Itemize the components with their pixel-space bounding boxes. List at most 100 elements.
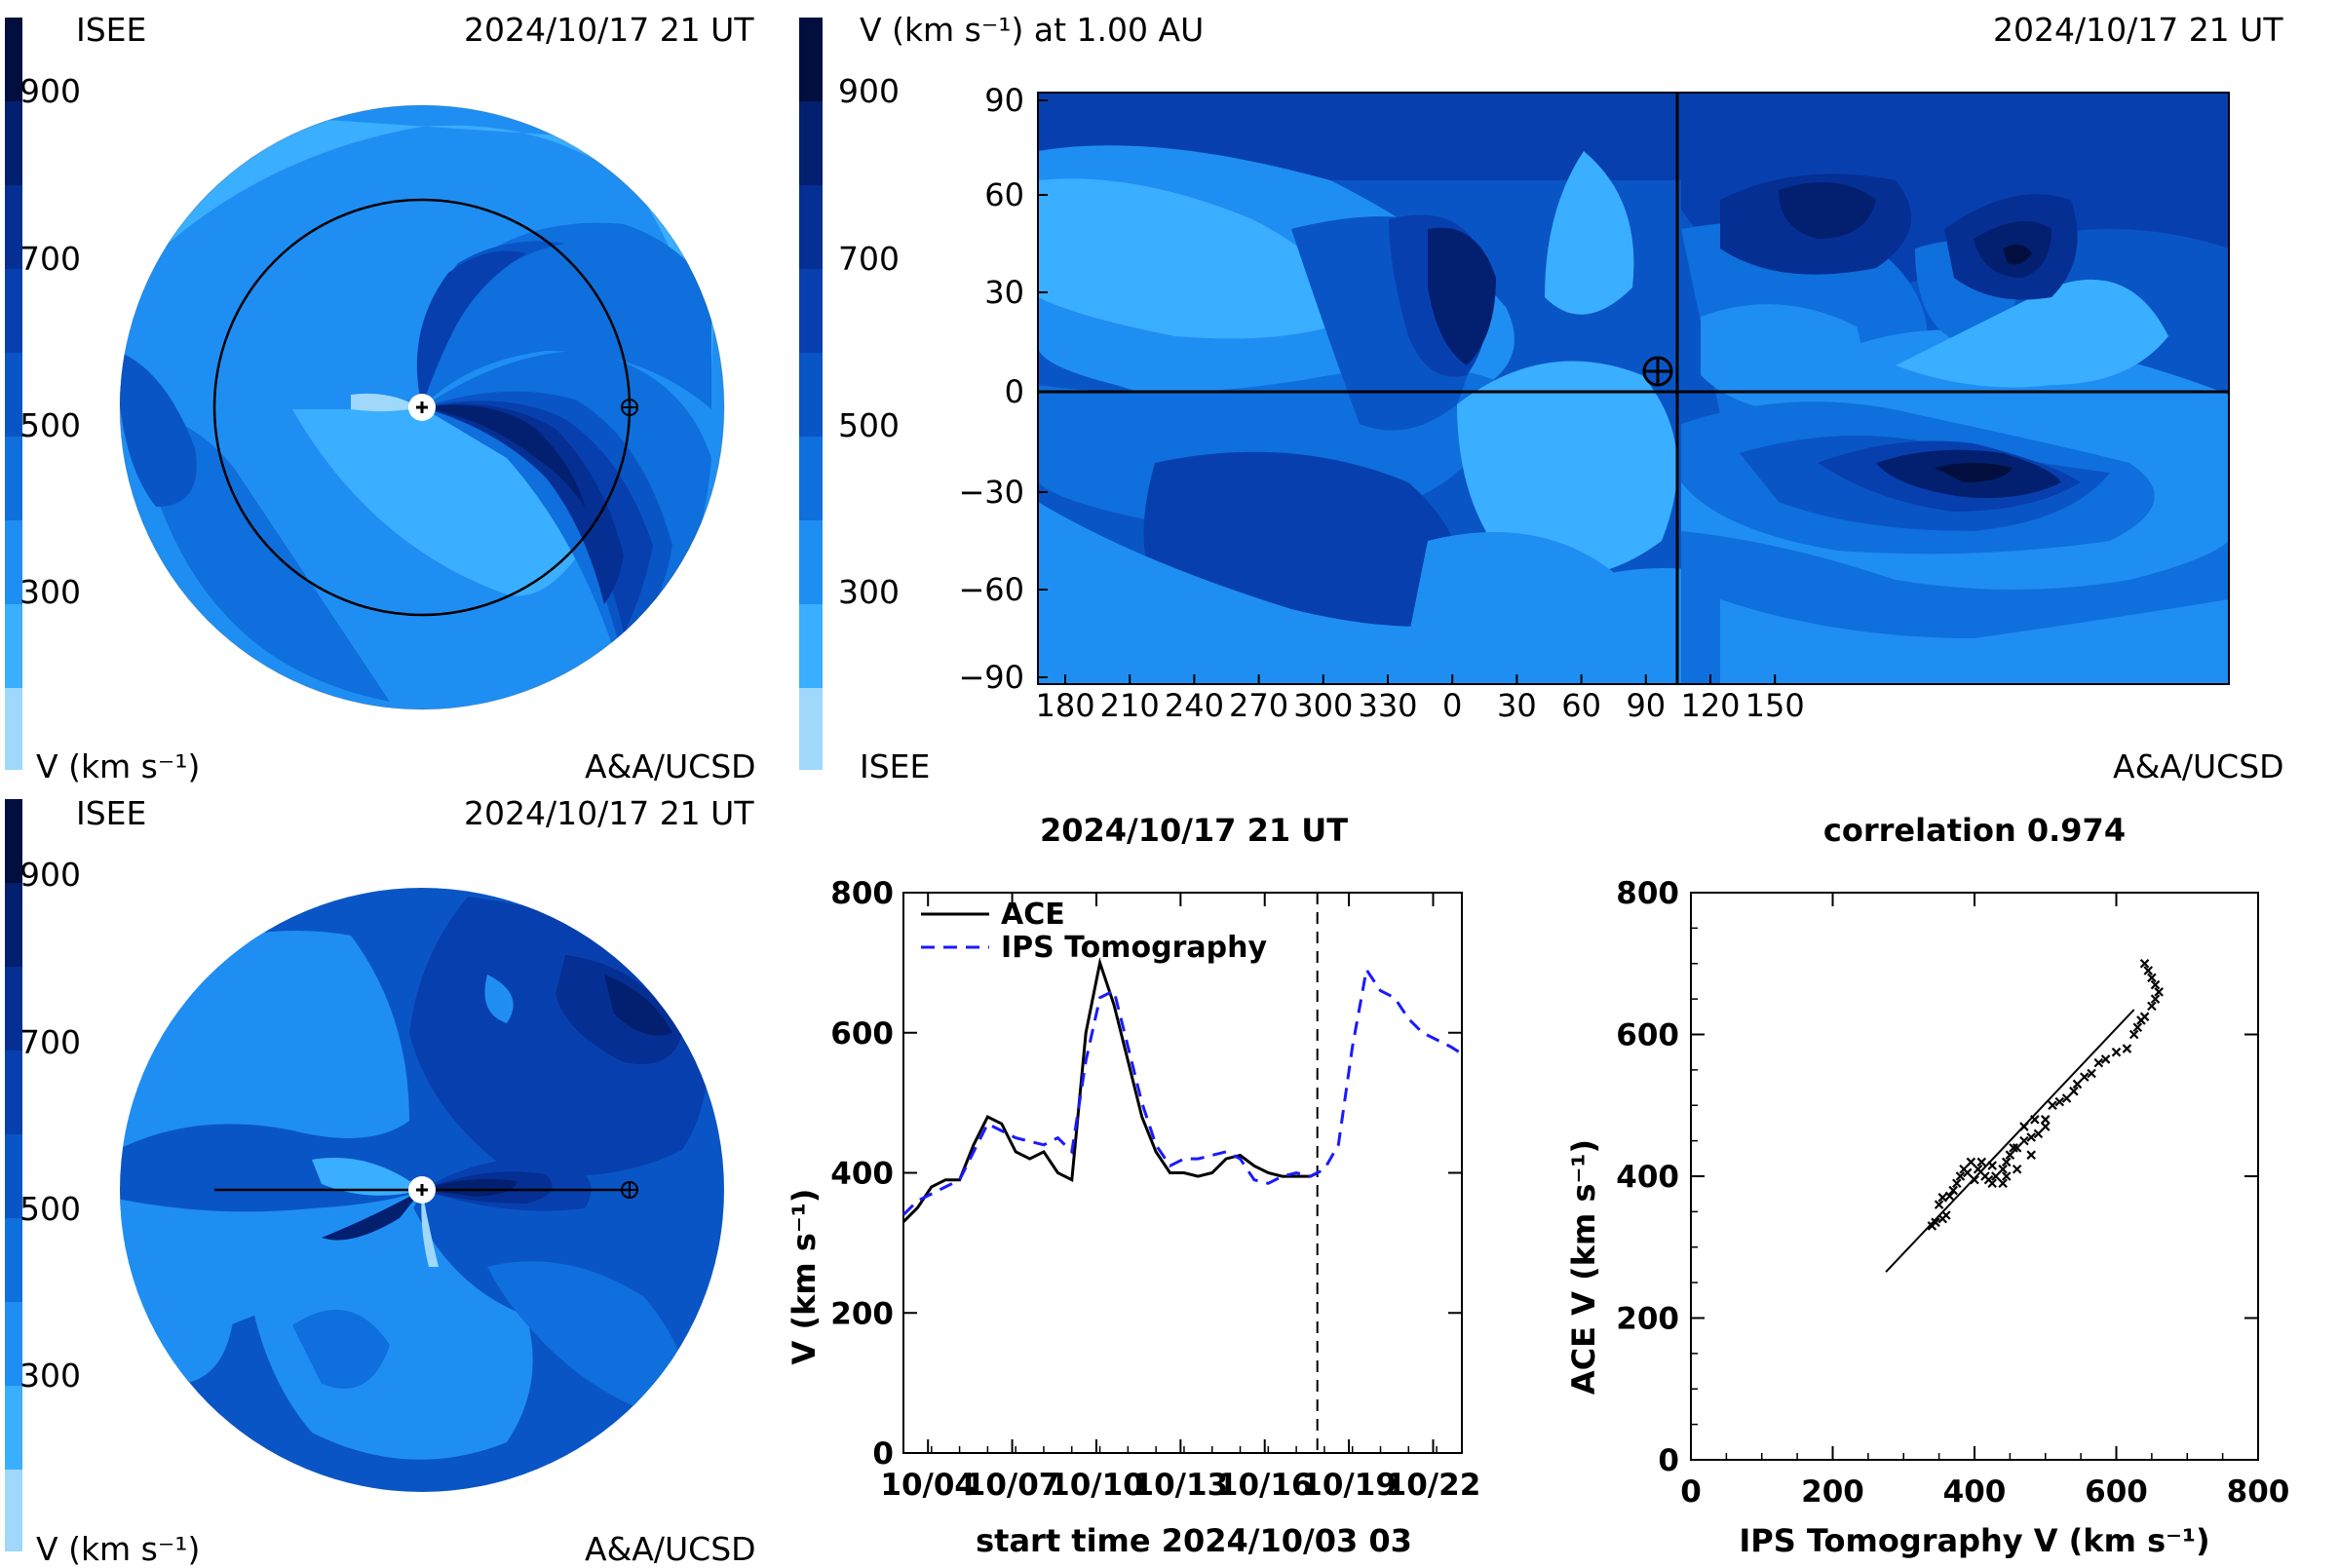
scatter-point [1987,1178,1997,1189]
ecliptic-velocity-disk [119,104,725,710]
map-ytick-label: −60 [958,571,1024,608]
x-axis-label: start time 2024/10/03 03 [976,1522,1412,1559]
map-xtick-label: 270 [1229,687,1288,724]
map-xtick-label: 330 [1358,687,1417,724]
scatter-point [1955,1171,1966,1181]
scatter-point [1931,1217,1940,1228]
legend-label: IPS Tomography [1001,931,1268,965]
ytick-label: 200 [830,1296,894,1331]
scatter-point [2026,1132,2036,1142]
chart-title: 2024/10/17 21 UT [1040,812,1348,849]
scatter-point [2012,1143,2022,1153]
scatter-point [2040,1115,2051,1125]
scatter-point [2054,1096,2065,1107]
colorbar-bottom-left [0,799,97,1559]
timestamp: 2024/10/17 21 UT [1993,11,2283,49]
ytick-label: 800 [1616,876,1679,911]
meridional-velocity-disk [120,888,724,1492]
scatter-point [2143,966,2154,975]
plot-frame [1690,892,2259,1461]
colorbar-tick-700: 700 [838,240,900,278]
scatter-point [1980,1171,1990,1181]
scatter-point [1998,1178,2008,1189]
map-xtick-label: 300 [1293,687,1353,724]
colorbar-strip [799,18,823,770]
credit-label: A&A/UCSD [2113,747,2284,785]
colorbar-tick-300: 300 [838,573,900,611]
colorbar-tick-300: 300 [19,573,81,611]
scatter-point [1966,1157,1976,1167]
map-ytick-label: 90 [984,82,1024,119]
scatter-point [1952,1178,1962,1189]
xtick-label: 10/22 [1386,1468,1481,1503]
map-xtick-label: 0 [1442,687,1462,724]
colorbar-map [799,0,897,770]
scatter-point [2040,1122,2051,1131]
legend-label: ACE [1001,898,1065,932]
colorbar-strip [5,18,22,770]
scatter-point [2132,1022,2143,1033]
scatter-point [2019,1135,2029,1146]
map-xtick-label: 60 [1561,687,1601,724]
scatter-point [2009,1143,2018,1153]
ytick-label: 0 [1658,1443,1679,1478]
series-line-ips-tomography [901,966,1463,1216]
y-axis-label: ACE V (km s⁻¹) [1565,1139,1602,1395]
xtick-label: 200 [1801,1474,1864,1510]
scatter-point [2128,1029,2139,1040]
timestamp: 2024/10/17 21 UT [464,794,754,832]
map-ytick-label: 30 [984,274,1024,311]
xtick-label: 10/10 [1049,1468,1144,1503]
scatter-point [2147,1001,2157,1012]
colorbar-tick-900: 900 [19,856,81,894]
ytick-label: 200 [1616,1302,1679,1337]
scatter-point [1970,1174,1979,1185]
map-ytick-label: 60 [984,176,1024,213]
scatter-point [1998,1164,2008,1174]
scatter-point [1976,1157,1987,1167]
scatter-point [2061,1093,2072,1103]
scatter-point [2005,1150,2015,1160]
colorbar-tick-900: 900 [19,72,81,110]
scatter-point [2111,1047,2122,1057]
timestamp: 2024/10/17 21 UT [464,11,754,49]
scatter-point [2150,979,2161,990]
map-xtick-label: 120 [1680,687,1740,724]
scatter-point [2147,973,2157,983]
scatter-point [1937,1193,1948,1203]
scatter-point [2087,1068,2096,1079]
map-xtick-label: 150 [1745,687,1805,724]
earth-icon [621,1181,638,1199]
xtick-label: 600 [2085,1474,2148,1510]
correlation-scatter-chart: correlation 0.974 0 200 400 600 800 0 200 400 60… [1565,812,2289,1559]
map-ytick-label: −30 [958,474,1024,511]
map-xtick-label: 180 [1035,687,1094,724]
colorbar-tick-300: 300 [19,1357,81,1395]
scatter-point [1941,1210,1951,1220]
scatter-point [2122,1044,2132,1053]
xtick-label: 400 [1943,1474,2007,1510]
org-label: ISEE [76,11,147,49]
xtick-label: 10/04 [880,1468,976,1503]
scatter-point [2100,1054,2111,1064]
org-label: ISEE [76,794,147,832]
scatter-point [1962,1167,1973,1178]
map-xtick-label: 90 [1626,687,1666,724]
scatter-point [1973,1164,1983,1174]
scatter-point [1948,1185,1958,1196]
x-axis-label: IPS Tomography V (km s⁻¹) [1739,1522,2209,1559]
colorbar-tick-700: 700 [19,240,81,278]
scatter-point [2033,1128,2044,1139]
scatter-point [2093,1057,2104,1068]
org-label: ISEE [860,747,931,785]
colorbar-tick-500: 500 [19,406,81,444]
map-ytick-label: 0 [1005,373,1024,410]
ytick-label: 400 [1616,1160,1679,1195]
ytick-label: 600 [1616,1018,1679,1053]
scatter-point [2139,958,2150,969]
colorbar-top-left [0,0,97,770]
xtick-label: 10/19 [1301,1468,1397,1503]
scatter-point [2154,987,2164,997]
map-xtick-label: 240 [1165,687,1224,724]
